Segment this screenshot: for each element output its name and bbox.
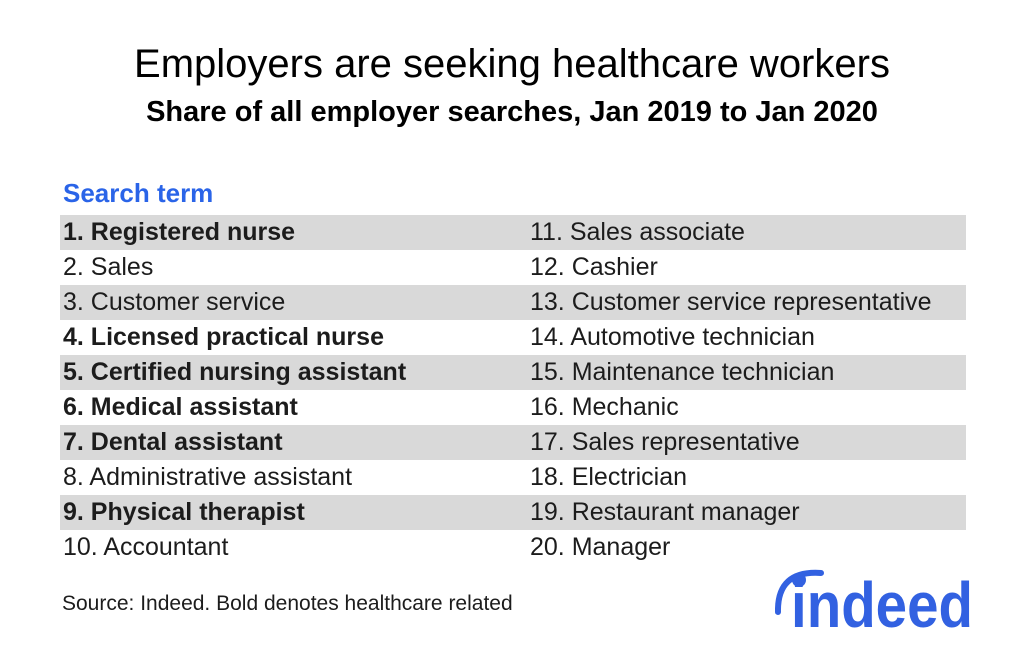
table-row: 5. Certified nursing assistant 15. Mainte…	[60, 355, 966, 390]
logo-arc	[775, 569, 824, 615]
source-note: Source: Indeed. Bold denotes healthcare …	[62, 592, 513, 615]
table-row: 7. Dental assistant 17. Sales representat…	[60, 425, 966, 460]
search-term-cell: 19. Restaurant manager	[530, 498, 800, 526]
search-term-cell: 16. Mechanic	[530, 393, 679, 421]
search-term-cell: 6. Medical assistant	[63, 393, 298, 421]
search-term-cell: 17. Sales representative	[530, 428, 800, 456]
search-term-cell: 7. Dental assistant	[63, 428, 283, 456]
table-row: 9. Physical therapist 19. Restaurant mana…	[60, 495, 966, 530]
chart-title: Employers are seeking healthcare workers	[134, 42, 890, 86]
search-term-cell: 3. Customer service	[63, 288, 286, 316]
table-row: 1. Registered nurse 11. Sales associate	[60, 215, 966, 250]
search-term-cell: 12. Cashier	[530, 253, 658, 281]
search-term-cell: 10. Accountant	[63, 533, 229, 561]
search-term-cell: 11. Sales associate	[530, 218, 745, 246]
search-term-cell: 1. Registered nurse	[63, 218, 296, 246]
search-term-cell: 2. Sales	[63, 253, 154, 281]
search-term-cell: 14. Automotive technician	[530, 323, 815, 351]
search-term-cell: 13. Customer service representative	[530, 288, 932, 316]
chart-subtitle: Share of all employer searches, Jan 2019…	[146, 96, 878, 128]
table-row: 3. Customer service 13. Customer service …	[60, 285, 966, 320]
search-term-cell: 8. Administrative assistant	[63, 463, 353, 491]
search-term-cell: 18. Electrician	[530, 463, 688, 491]
table-row: 10. Accountant 20. Manager	[60, 530, 966, 565]
search-term-cell: 4. Licensed practical nurse	[63, 323, 384, 351]
search-term-table: 1. Registered nurse 11. Sales associate 2.…	[60, 215, 966, 565]
table-row: 2. Sales 12. Cashier	[60, 250, 966, 285]
logo-wordmark: indeed	[791, 569, 973, 638]
search-term-cell: 20. Manager	[530, 533, 671, 561]
search-term-cell: 15. Maintenance technician	[530, 358, 835, 386]
indeed-logo: indeed	[775, 569, 973, 638]
search-term-column-header: Search term	[63, 178, 214, 208]
search-term-cell: 5. Certified nursing assistant	[63, 358, 407, 386]
logo-i-dot	[792, 573, 806, 587]
table-row: 4. Licensed practical nurse 14. Automotiv…	[60, 320, 966, 355]
table-row: 8. Administrative assistant 18. Electrici…	[60, 460, 966, 495]
search-term-cell: 9. Physical therapist	[63, 498, 305, 526]
table-row: 6. Medical assistant 16. Mechanic	[60, 390, 966, 425]
